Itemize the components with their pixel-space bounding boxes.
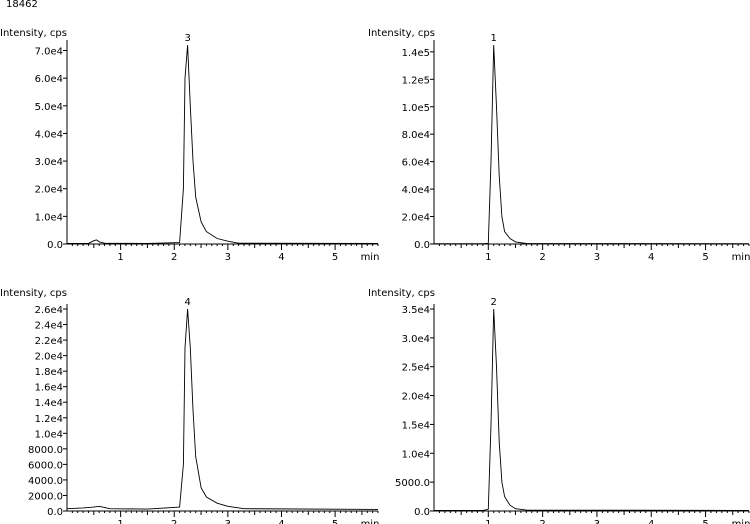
y-tick-label: 2.5e4 bbox=[402, 363, 430, 374]
y-tick-label: 1.8e4 bbox=[35, 367, 63, 378]
peak-label: 3 bbox=[184, 33, 190, 44]
y-tick-label: 2.0e4 bbox=[402, 213, 430, 224]
y-tick-label: 1.6e4 bbox=[35, 383, 63, 394]
y-axis-label: Intensity, cps bbox=[0, 288, 67, 299]
x-tick-label: 1 bbox=[117, 252, 123, 263]
chromatogram-trace bbox=[66, 308, 379, 510]
y-tick-label: 0.0 bbox=[414, 240, 430, 251]
x-tick-label: 3 bbox=[594, 252, 600, 263]
x-tick-label: 1 bbox=[485, 252, 491, 263]
x-tick-label: 3 bbox=[594, 519, 600, 524]
y-tick-label: 7.0e4 bbox=[35, 47, 63, 58]
x-tick-label: 3 bbox=[225, 252, 231, 263]
y-tick-label: 1.5e4 bbox=[402, 420, 430, 431]
x-tick-label: 1 bbox=[117, 519, 123, 524]
y-axis-label: Intensity, cps bbox=[0, 28, 67, 39]
y-tick-label: 1.2e5 bbox=[402, 75, 430, 86]
x-tick-label: 4 bbox=[278, 252, 284, 263]
y-tick-label: 1.4e5 bbox=[402, 48, 430, 59]
x-tick-label: 4 bbox=[278, 519, 284, 524]
y-tick-label: 0.0 bbox=[47, 507, 63, 518]
y-tick-label: 5.0e4 bbox=[35, 102, 63, 113]
y-tick-label: 1.0e5 bbox=[402, 103, 430, 114]
y-tick-label: 2.0e4 bbox=[35, 352, 63, 363]
y-tick-label: 1.0e4 bbox=[402, 449, 430, 460]
x-tick-label: 5 bbox=[702, 519, 708, 524]
peak-label: 2 bbox=[491, 297, 497, 308]
y-axis-label: Intensity, cps bbox=[368, 28, 435, 39]
x-tick-label: 2 bbox=[171, 519, 177, 524]
y-tick-label: 1.2e4 bbox=[35, 414, 63, 425]
y-tick-label: 1.0e4 bbox=[35, 429, 63, 440]
y-tick-label: 4000.0 bbox=[28, 476, 63, 487]
chromatogram-trace bbox=[434, 308, 750, 511]
chromatogram-trace bbox=[67, 44, 379, 244]
x-axis-unit-label: min bbox=[361, 519, 380, 524]
chromatogram-trace bbox=[434, 44, 750, 245]
y-tick-label: 8000.0 bbox=[28, 445, 63, 456]
x-tick-label: 2 bbox=[539, 252, 545, 263]
x-tick-label: 4 bbox=[648, 519, 654, 524]
x-tick-label: 5 bbox=[332, 519, 338, 524]
y-tick-label: 3.0e4 bbox=[35, 157, 63, 168]
x-tick-label: 2 bbox=[539, 519, 545, 524]
x-tick-label: 3 bbox=[225, 519, 231, 524]
x-tick-label: 2 bbox=[171, 252, 177, 263]
x-axis-unit-label: min bbox=[732, 252, 750, 263]
x-tick-label: 1 bbox=[485, 519, 491, 524]
y-tick-label: 8.0e4 bbox=[402, 130, 430, 141]
y-tick-label: 2.2e4 bbox=[35, 336, 63, 347]
y-tick-label: 3.0e4 bbox=[402, 334, 430, 345]
y-tick-label: 3.5e4 bbox=[402, 305, 430, 316]
y-tick-label: 1.0e4 bbox=[35, 212, 63, 223]
x-tick-label: 5 bbox=[332, 252, 338, 263]
y-tick-label: 0.0 bbox=[414, 507, 430, 518]
y-axis-label: Intensity, cps bbox=[368, 288, 435, 299]
y-tick-label: 1.4e4 bbox=[35, 398, 63, 409]
y-tick-label: 4.0e4 bbox=[35, 129, 63, 140]
y-tick-label: 6.0e4 bbox=[402, 158, 430, 169]
y-tick-label: 0.0 bbox=[47, 240, 63, 251]
y-tick-label: 2.4e4 bbox=[35, 321, 63, 332]
x-axis-unit-label: min bbox=[732, 519, 750, 524]
y-tick-label: 4.0e4 bbox=[402, 185, 430, 196]
y-tick-label: 2.6e4 bbox=[35, 305, 63, 316]
y-tick-label: 2000.0 bbox=[28, 491, 63, 502]
peak-label: 4 bbox=[184, 297, 190, 308]
x-tick-label: 5 bbox=[702, 252, 708, 263]
y-tick-label: 6000.0 bbox=[28, 460, 63, 471]
y-tick-label: 5000.0 bbox=[395, 478, 430, 489]
sample-id-label: 18462 bbox=[6, 0, 38, 10]
y-tick-label: 2.0e4 bbox=[35, 185, 63, 196]
x-axis-unit-label: min bbox=[361, 252, 380, 263]
peak-label: 1 bbox=[491, 33, 497, 44]
y-tick-label: 6.0e4 bbox=[35, 74, 63, 85]
y-tick-label: 2.0e4 bbox=[402, 392, 430, 403]
x-tick-label: 4 bbox=[648, 252, 654, 263]
